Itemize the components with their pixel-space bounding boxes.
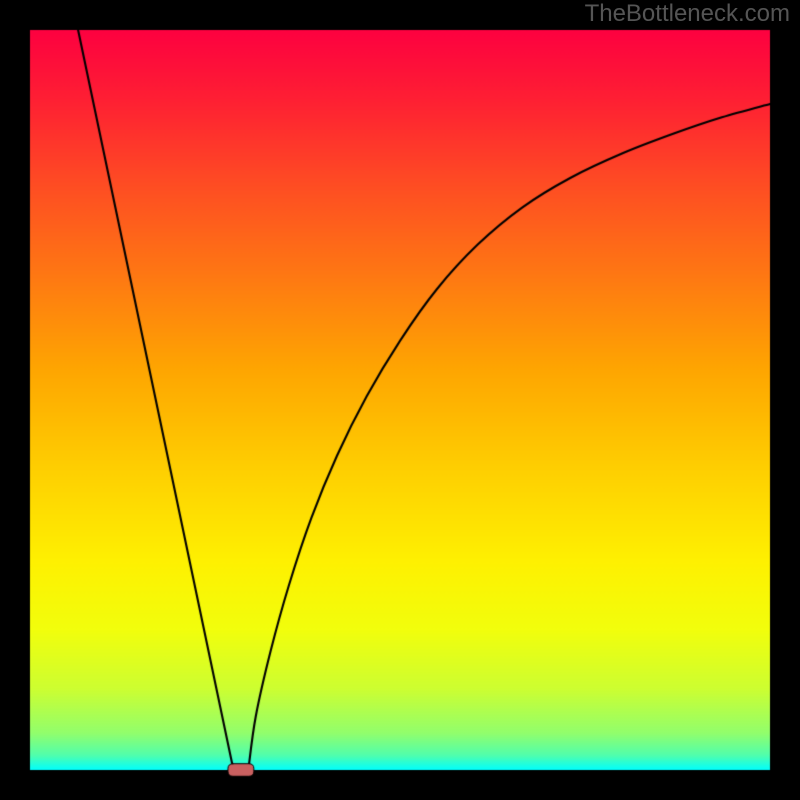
bottleneck-chart-canvas — [0, 0, 800, 800]
chart-container: TheBottleneck.com — [0, 0, 800, 800]
watermark-text: TheBottleneck.com — [585, 0, 790, 28]
